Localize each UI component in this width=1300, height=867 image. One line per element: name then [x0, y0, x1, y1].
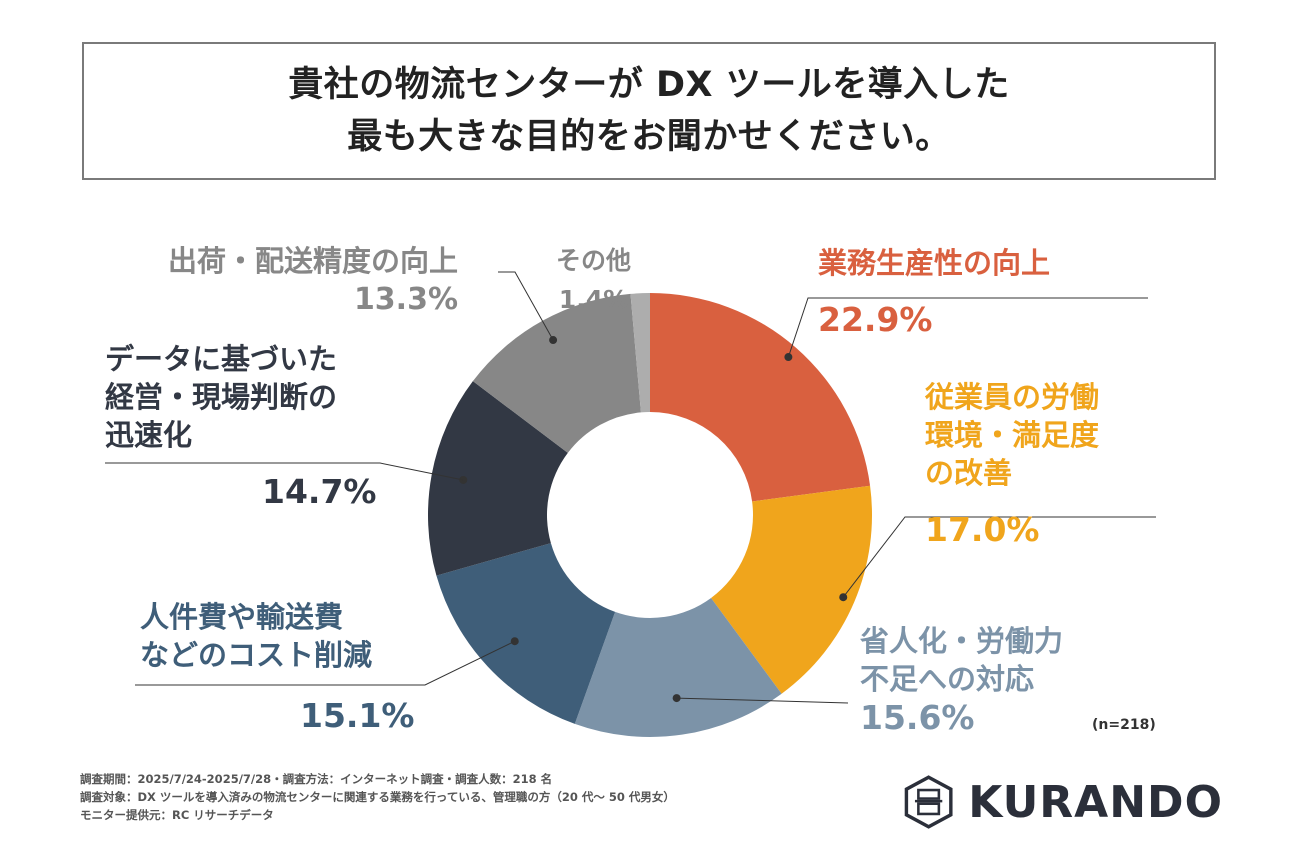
leader-line-data-driven	[105, 462, 464, 481]
label-productivity-name: 業務生産性の向上	[818, 246, 1051, 280]
footer-line-provider: モニター提供元：RC リサーチデータ	[80, 808, 274, 822]
leader-line-shipping-accuracy	[498, 271, 554, 341]
label-data-driven-name-1: データに基づいた	[105, 342, 338, 376]
leader-line-labor-saving	[676, 697, 849, 704]
kurando-logo: KURANDO	[903, 770, 1223, 834]
survey-footer: 調査期間：2025/7/24-2025/7/28・調査方法：インターネット調査・…	[80, 770, 675, 824]
slice-cost-reduction	[436, 543, 616, 724]
footer-line-target: 調査対象：DX ツールを導入済みの物流センターに関連する業務を行っている、管理職…	[80, 790, 675, 804]
leader-line-cost-reduction	[135, 640, 515, 686]
label-cost-reduction-pct: 15.1%	[300, 696, 415, 735]
label-work-environment: 従業員の労働 環境・満足度 の改善 17.0%	[925, 378, 1099, 550]
slice-labor-saving	[574, 597, 782, 738]
label-work-environment-name-3: の改善	[925, 456, 1013, 490]
label-other-name: その他	[556, 246, 632, 275]
label-data-driven-name-3: 迅速化	[105, 418, 193, 452]
label-labor-saving-name-2: 不足への対応	[860, 662, 1035, 696]
slice-work-environment	[711, 485, 872, 694]
footer-line-period: 調査期間：2025/7/24-2025/7/28・調査方法：インターネット調査・…	[80, 772, 553, 786]
label-data-driven: データに基づいた 経営・現場判断の 迅速化	[105, 340, 337, 454]
kurando-emblem-icon	[904, 775, 953, 829]
label-data-driven-pct: 14.7%	[262, 472, 377, 511]
slice-other	[630, 293, 650, 413]
label-work-environment-name-2: 環境・満足度	[925, 418, 1100, 452]
label-data-driven-name-2: 経営・現場判断の	[105, 380, 338, 414]
leader-line-productivity	[787, 297, 1148, 358]
logo-text: KURANDO	[968, 776, 1223, 828]
label-other: その他 1.4%	[556, 242, 631, 320]
label-shipping-accuracy-name: 出荷・配送精度の向上	[168, 244, 459, 278]
label-other-pct: 1.4%	[558, 285, 629, 314]
label-work-environment-name-1: 従業員の労働	[925, 380, 1100, 414]
slice-shipping-accuracy	[472, 293, 641, 453]
title-box: 貴社の物流センターが DX ツールを導入した 最も大きな目的をお聞かせください。	[82, 42, 1216, 180]
label-labor-saving-pct: 15.6%	[860, 698, 975, 737]
leader-line-work-environment	[842, 516, 1156, 598]
label-cost-reduction-name-2: などのコスト削減	[140, 638, 373, 672]
label-cost-reduction-name-1: 人件費や輸送費	[140, 600, 344, 634]
label-shipping-accuracy: 出荷・配送精度の向上 13.3%	[168, 242, 458, 320]
label-work-environment-pct: 17.0%	[925, 510, 1040, 549]
chart-title-line-2: 最も大きな目的をお聞かせください。	[347, 117, 951, 157]
label-shipping-accuracy-pct: 13.3%	[353, 282, 459, 317]
chart-title-line-1: 貴社の物流センターが DX ツールを導入した	[288, 65, 1010, 105]
label-labor-saving: 省人化・労働力 不足への対応 15.6%	[860, 622, 1063, 738]
label-productivity-pct: 22.9%	[818, 300, 933, 339]
label-labor-saving-name-1: 省人化・労働力	[860, 624, 1064, 658]
slice-data-driven	[428, 381, 568, 576]
sample-size-note: (n=218)	[1092, 717, 1156, 733]
label-cost-reduction: 人件費や輸送費 などのコスト削減	[140, 598, 372, 674]
slice-productivity	[650, 293, 871, 502]
label-productivity: 業務生産性の向上 22.9%	[818, 244, 1050, 340]
